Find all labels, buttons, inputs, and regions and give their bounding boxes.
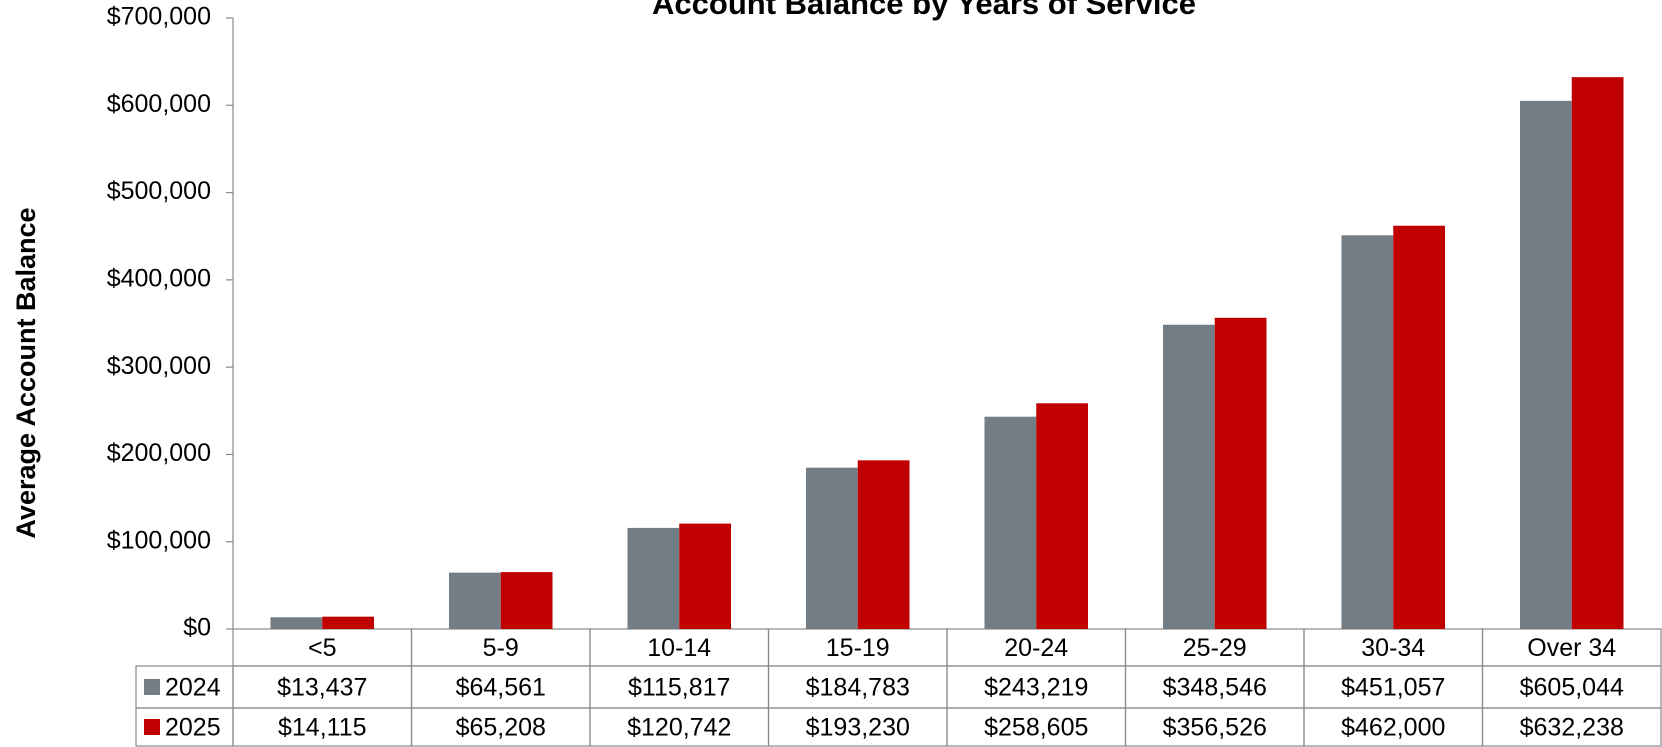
y-tick-label: $500,000 xyxy=(107,177,211,205)
y-tick-label: $600,000 xyxy=(107,90,211,118)
table-value: $451,057 xyxy=(1341,674,1445,702)
bar xyxy=(1214,317,1267,629)
table-value: $120,742 xyxy=(627,714,731,742)
x-tick-label: 5-9 xyxy=(483,634,519,662)
bar xyxy=(322,616,375,629)
y-tick-label: $300,000 xyxy=(107,352,211,380)
table-value: $65,208 xyxy=(456,714,546,742)
x-tick-label: <5 xyxy=(308,634,337,662)
bar xyxy=(500,572,553,629)
x-tick-label: Over 34 xyxy=(1527,634,1616,662)
bar xyxy=(1571,77,1624,629)
table-value: $348,546 xyxy=(1163,674,1267,702)
table-value: $64,561 xyxy=(456,674,546,702)
y-axis-label: Average Account Balance xyxy=(11,207,41,538)
table-value: $632,238 xyxy=(1520,714,1624,742)
y-tick-label: $100,000 xyxy=(107,526,211,554)
table-value: $184,783 xyxy=(806,674,910,702)
y-tick-label: $400,000 xyxy=(107,264,211,292)
x-tick-label: 20-24 xyxy=(1004,634,1068,662)
legend-swatch xyxy=(144,679,160,695)
x-tick-label: 10-14 xyxy=(647,634,711,662)
bar xyxy=(805,467,858,629)
table-value: $356,526 xyxy=(1163,714,1267,742)
y-tick-label: $700,000 xyxy=(107,3,211,31)
x-tick-label: 30-34 xyxy=(1361,634,1425,662)
bar xyxy=(984,416,1037,629)
table-cell xyxy=(135,707,234,747)
bar xyxy=(857,460,910,629)
table-value: $13,437 xyxy=(277,674,367,702)
legend-swatch xyxy=(144,719,160,735)
table-value: $605,044 xyxy=(1520,674,1624,702)
table-value: $14,115 xyxy=(278,714,367,742)
table-value: $243,219 xyxy=(984,674,1088,702)
y-tick-label: $200,000 xyxy=(107,439,211,467)
table-value: $115,817 xyxy=(628,674,730,702)
chart-title: Account Balance by Years of Service xyxy=(652,0,1196,21)
legend-label: 2024 xyxy=(165,674,221,702)
bar xyxy=(1162,324,1215,629)
x-tick-label: 15-19 xyxy=(826,634,890,662)
legend-label: 2025 xyxy=(165,714,221,742)
table-value: $193,230 xyxy=(806,714,910,742)
y-tick-label: $0 xyxy=(183,614,211,642)
table-cell xyxy=(1481,707,1662,747)
bar xyxy=(1036,403,1089,629)
bar xyxy=(1341,235,1394,629)
bar xyxy=(270,617,323,629)
table-value: $258,605 xyxy=(984,714,1088,742)
bar xyxy=(448,572,501,629)
bar xyxy=(1519,100,1572,629)
bar xyxy=(627,527,680,629)
x-tick-label: 25-29 xyxy=(1183,634,1247,662)
bar xyxy=(1393,225,1446,630)
table-value: $462,000 xyxy=(1341,714,1445,742)
bar xyxy=(679,523,732,629)
